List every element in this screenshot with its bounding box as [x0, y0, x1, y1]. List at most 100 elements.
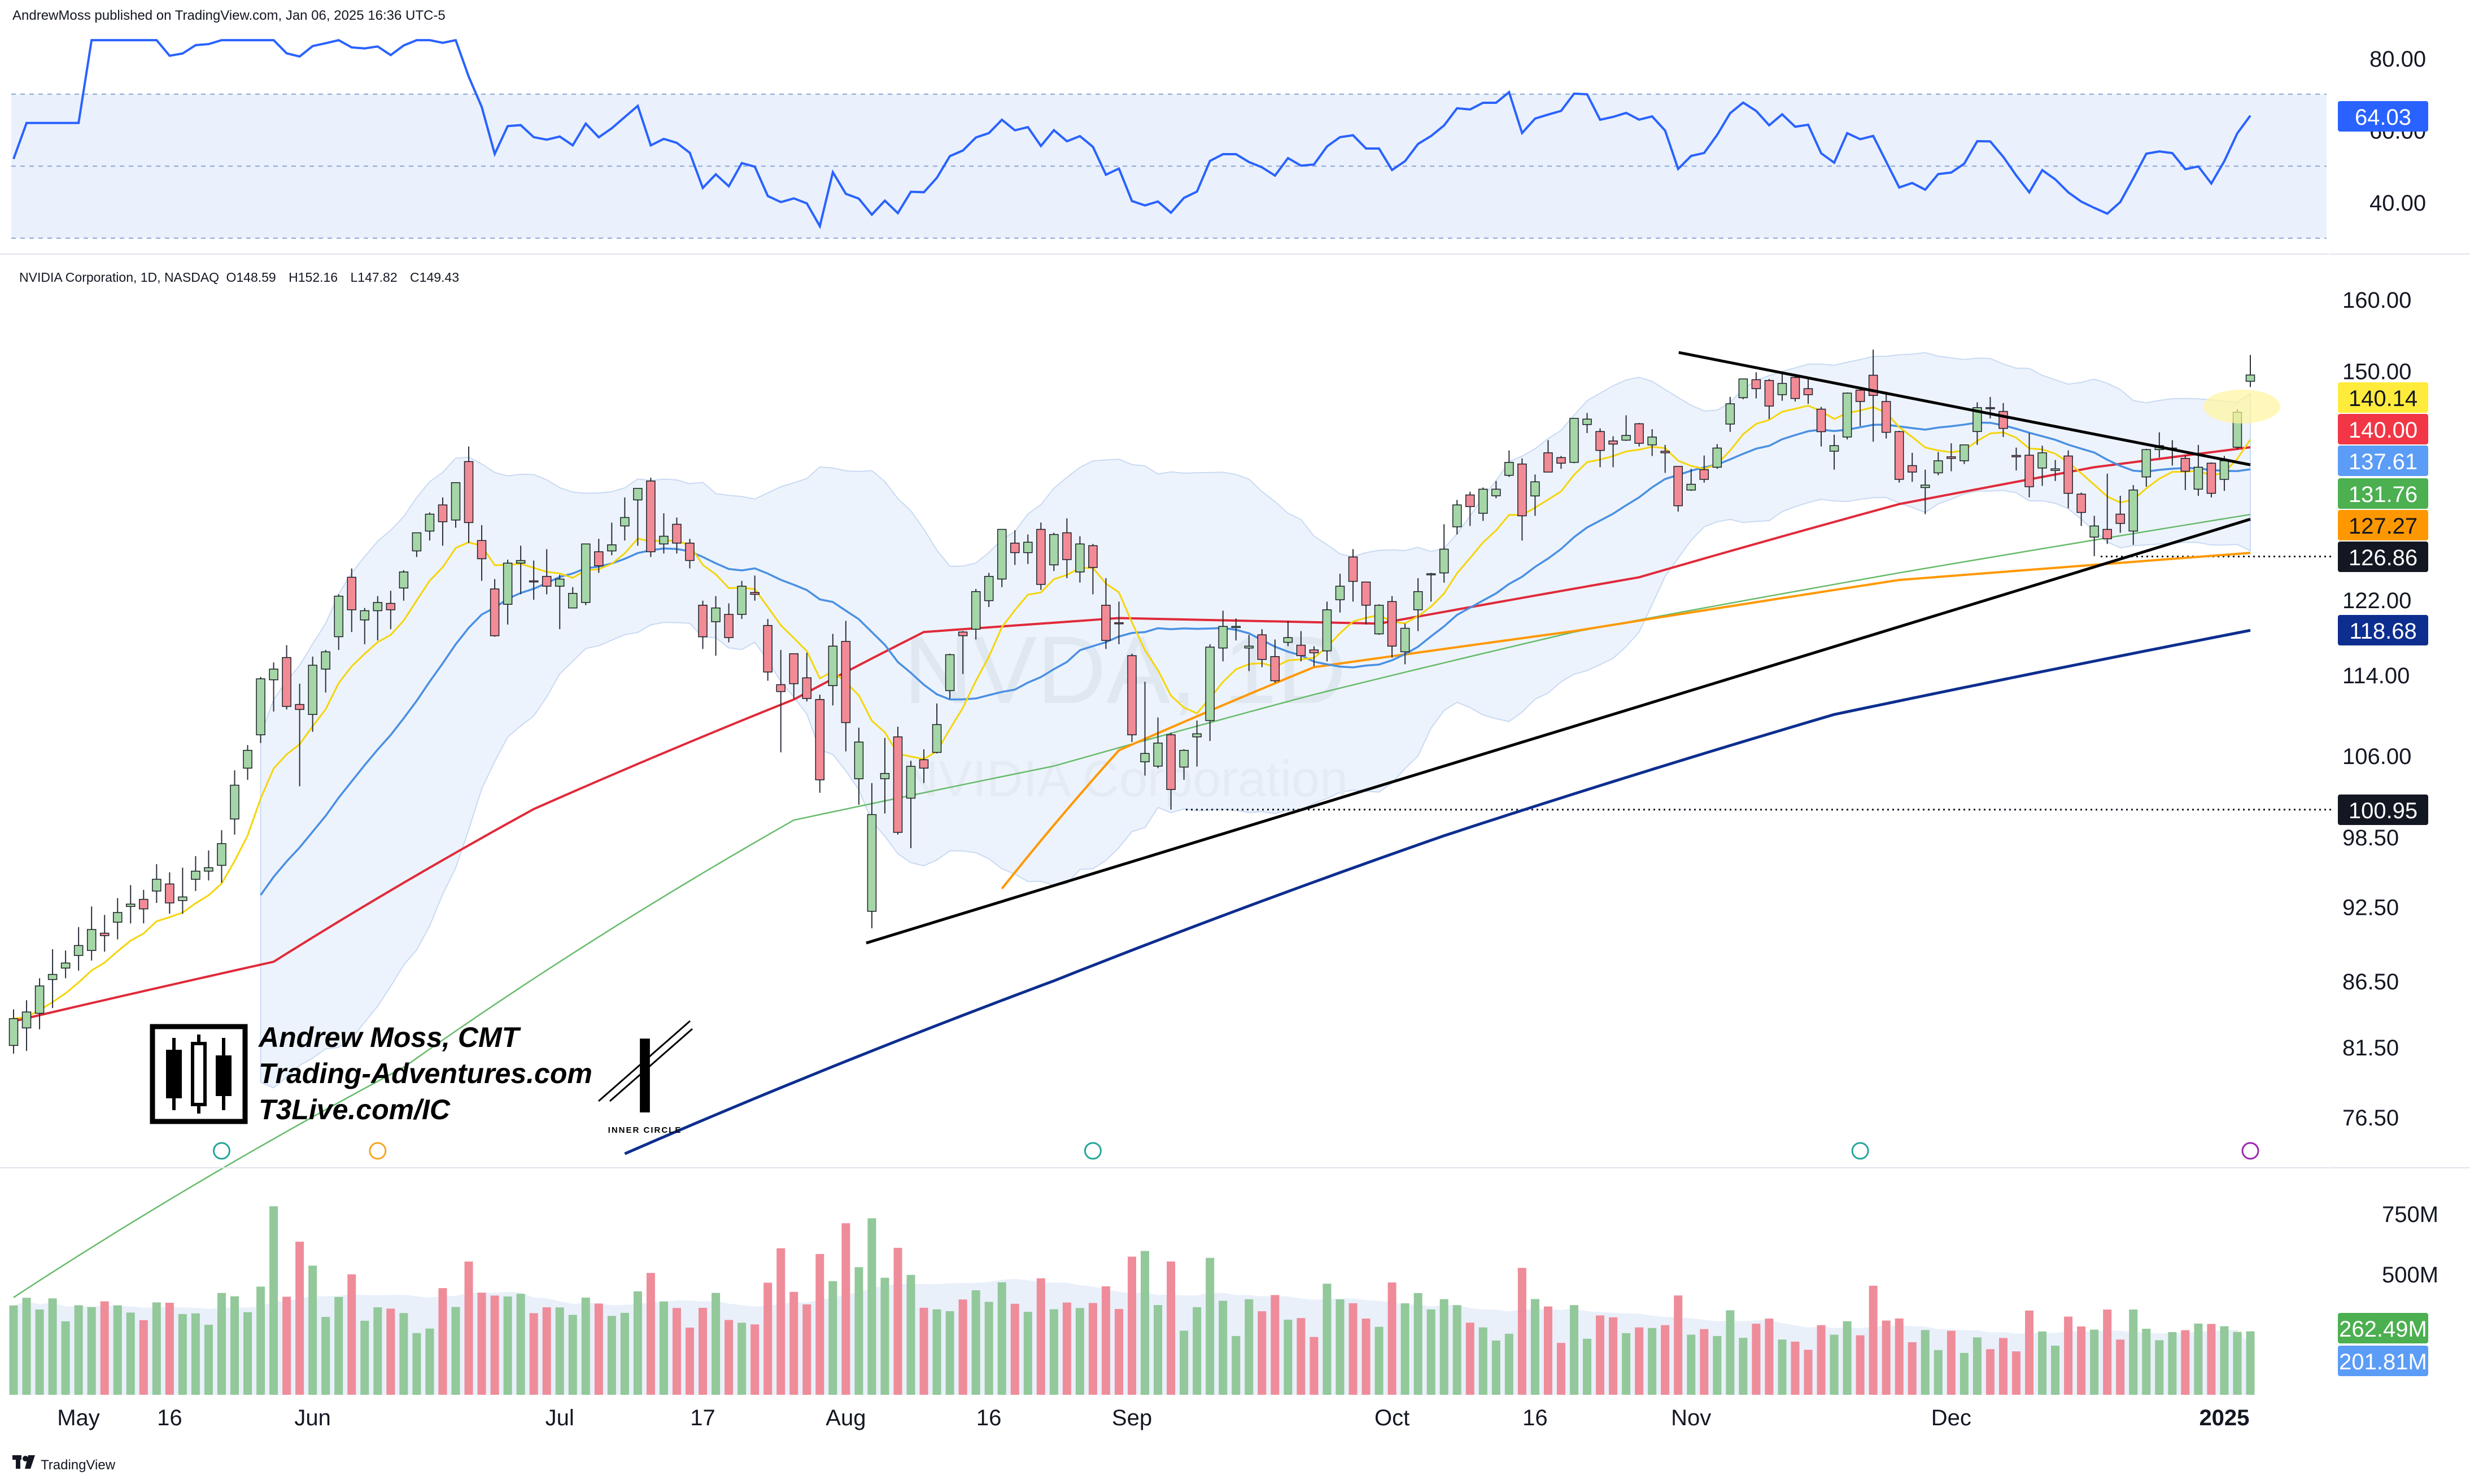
volume-bar — [1193, 1307, 1202, 1395]
candle — [2011, 447, 2021, 471]
volume-bar — [2064, 1316, 2073, 1395]
volume-bar — [1700, 1329, 1709, 1395]
volume-bar — [412, 1333, 421, 1395]
volume-bar — [789, 1291, 798, 1395]
candle — [659, 513, 669, 554]
candle — [490, 579, 500, 637]
sma200-line — [624, 628, 2251, 1155]
candle-body — [1934, 460, 1943, 474]
candle-body — [1504, 462, 1514, 476]
candle-body — [1439, 548, 1449, 574]
candle-body — [2245, 374, 2255, 382]
candle — [1582, 413, 1592, 433]
price-pane[interactable] — [8, 350, 2332, 1298]
volume-bar — [633, 1291, 642, 1395]
tradingview-brand[interactable]: TradingView — [41, 1457, 116, 1473]
volume-bar — [152, 1302, 161, 1395]
candle-body — [984, 575, 994, 601]
candle-body — [841, 641, 851, 723]
candle-body — [1036, 529, 1046, 585]
volume-bar — [100, 1301, 109, 1395]
candle — [1140, 682, 1150, 776]
candle — [1907, 452, 1917, 482]
candle — [1179, 749, 1189, 780]
volume-bar — [906, 1275, 915, 1395]
tradingview-logo-icon[interactable] — [12, 1454, 36, 1471]
candle-body — [438, 504, 448, 522]
candle-body — [646, 481, 656, 552]
candle-body — [1075, 543, 1085, 573]
candle — [2128, 485, 2138, 545]
candle-body — [178, 896, 187, 901]
volume-bar — [1232, 1335, 1241, 1395]
volume-bar — [1439, 1299, 1448, 1395]
time-axis[interactable]: May 16 Jun Jul 17 Aug 16 Sep Oct 16 Nov Dec 2025 — [57, 1406, 2249, 1430]
candle-body — [815, 699, 825, 780]
volume-badge: 262.49M — [2338, 1313, 2428, 1343]
volume-bar — [659, 1301, 668, 1395]
volume-bar — [165, 1303, 174, 1395]
candle-body — [1413, 591, 1423, 610]
volume-bar — [1622, 1333, 1631, 1395]
candle — [1842, 392, 1852, 440]
volume-bar — [74, 1305, 83, 1395]
candle-body — [698, 605, 708, 638]
volume-bar — [2246, 1331, 2255, 1395]
candle — [1231, 618, 1241, 641]
volume-bar — [2129, 1310, 2138, 1395]
volume-bar — [282, 1297, 291, 1395]
volume-bar — [1817, 1325, 1826, 1395]
candle-body — [204, 867, 213, 872]
price-badge: 100.95 — [2338, 795, 2428, 825]
candle — [1153, 717, 1163, 769]
candle — [906, 761, 916, 849]
candle-body — [1816, 408, 1826, 433]
volume-bar — [243, 1312, 252, 1395]
volume-bar — [1167, 1261, 1176, 1395]
candle — [1049, 533, 1059, 571]
candle-body — [1452, 504, 1462, 527]
price-badge-text: 100.95 — [2349, 798, 2417, 823]
candle — [2024, 433, 2034, 497]
price-axis[interactable]: 80.0060.0040.00160.00150.00122.00114.001… — [2328, 0, 2438, 1443]
bollinger-band — [260, 352, 2251, 1089]
volume-bar — [1791, 1341, 1800, 1395]
candle-body — [1088, 545, 1098, 568]
rsi-pane[interactable] — [0, 38, 2470, 255]
volume-bar — [2233, 1332, 2242, 1395]
volume-bar — [204, 1324, 213, 1395]
volume-bar — [1530, 1299, 1539, 1395]
candle-body — [1738, 378, 1748, 399]
volume-bar — [295, 1241, 304, 1395]
candle — [789, 653, 798, 699]
event-markers[interactable] — [212, 1142, 2259, 1160]
candle-body — [191, 870, 200, 880]
price-badge: 127.27 — [2338, 510, 2428, 540]
candle — [8, 1009, 19, 1054]
candle — [1947, 443, 1956, 472]
candle-body — [2063, 455, 2073, 494]
volume-bar — [1985, 1349, 1995, 1395]
volume-bar — [1804, 1350, 1813, 1395]
candle — [1621, 415, 1631, 441]
volume-bar — [1856, 1335, 1865, 1395]
price-tick-label: 86.50 — [2342, 970, 2399, 994]
price-badge-bg — [2338, 478, 2428, 509]
volume-bar — [1960, 1352, 1969, 1395]
candle — [841, 621, 851, 752]
candle-body — [1790, 377, 1800, 399]
candle-body — [1699, 469, 1709, 480]
candle-body — [1218, 626, 1228, 649]
time-tick-label: Jun — [294, 1406, 331, 1430]
candle-body — [1530, 481, 1540, 497]
time-tick-label: 2025 — [2199, 1406, 2249, 1430]
candle-body — [243, 749, 252, 769]
volume-bar — [945, 1311, 954, 1395]
volume-bar — [1465, 1322, 1474, 1395]
volume-pane[interactable] — [0, 1167, 2470, 1395]
volume-bar — [1361, 1319, 1371, 1395]
candle — [828, 634, 838, 706]
candle-body — [112, 912, 123, 923]
volume-bar — [139, 1320, 148, 1395]
